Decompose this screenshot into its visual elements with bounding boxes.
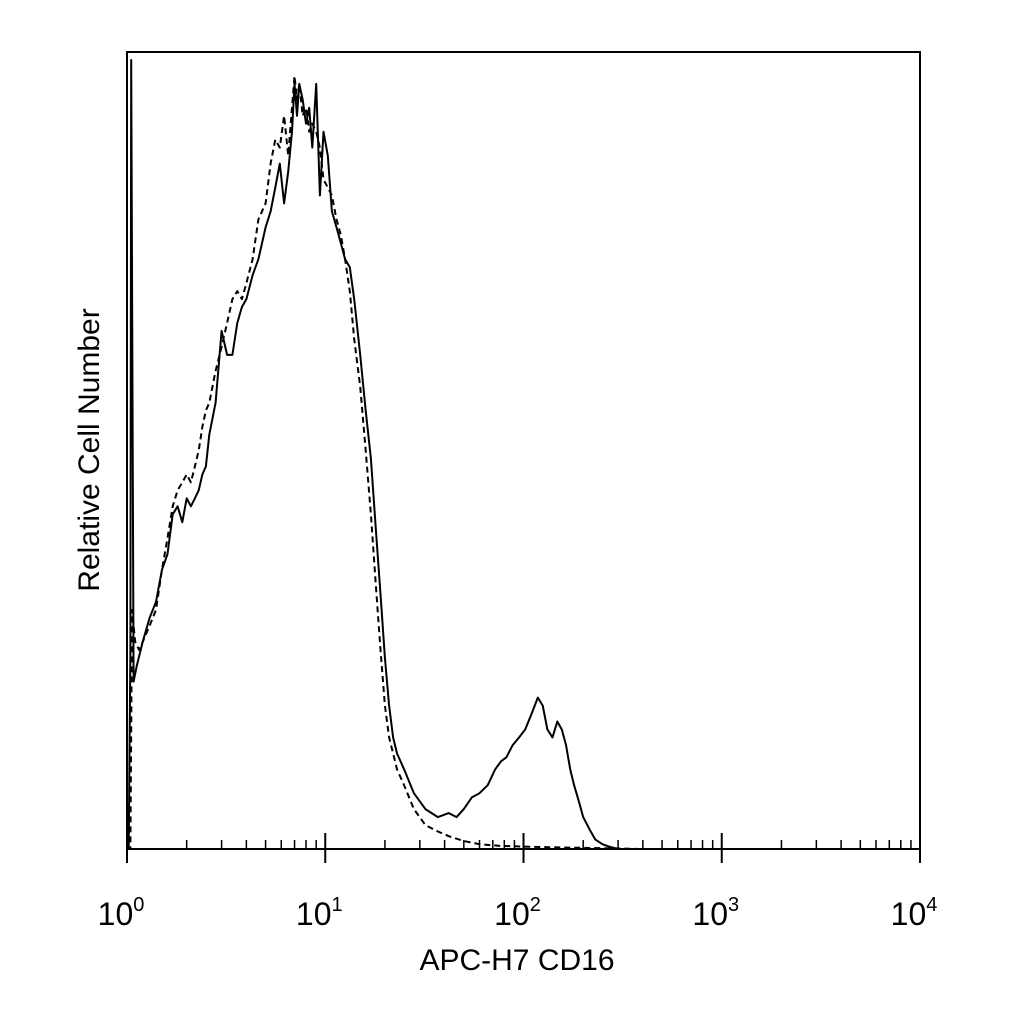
x-axis-title: APC-H7 CD16 (419, 944, 614, 977)
series-line-solid (127, 59, 920, 850)
x-tick-label-base: 10 (692, 896, 728, 932)
x-tick-label-exponent: 0 (133, 894, 144, 916)
x-tick-label-exponent: 3 (728, 894, 739, 916)
x-tick-label-exponent: 4 (926, 894, 937, 916)
x-tick-label: 102 (494, 894, 541, 932)
plot-frame (126, 51, 921, 850)
x-tick-label-exponent: 1 (331, 894, 342, 916)
x-tick-label: 100 (98, 894, 145, 932)
x-tick-label-base: 10 (494, 896, 530, 932)
x-tick-label-base: 10 (296, 896, 332, 932)
x-tick-label: 104 (891, 894, 938, 932)
x-tick-label: 101 (296, 894, 343, 932)
x-tick-label-base: 10 (891, 896, 927, 932)
x-tick-label-exponent: 2 (530, 894, 541, 916)
y-axis-title: Relative Cell Number (73, 308, 106, 591)
series-layer (127, 59, 920, 850)
x-tick-label-base: 10 (98, 896, 134, 932)
x-tick-labels: 100 101 102 103 104 (98, 894, 938, 932)
series-line-dashed (127, 74, 920, 850)
x-tick-label: 103 (692, 894, 739, 932)
